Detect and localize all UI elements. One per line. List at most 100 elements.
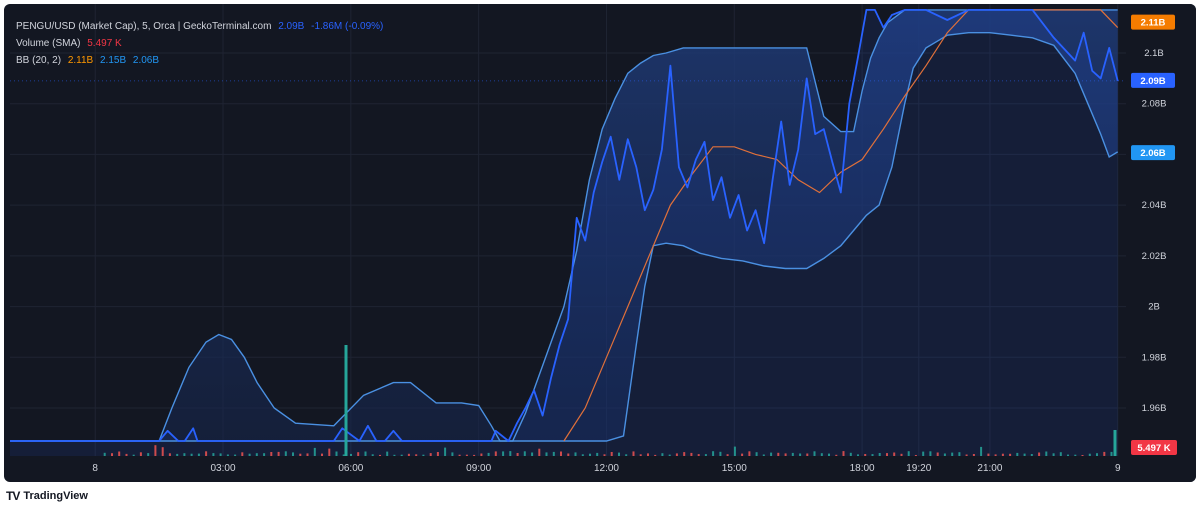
volume-bar [371, 454, 374, 456]
volume-bar [972, 454, 975, 456]
price-chart[interactable]: 2.1B 2.08B 2.06B 2.04B 2.02B 2B 1.98B 1.96B 8 03:… [4, 4, 1196, 482]
bb-lower-price-badge [1131, 145, 1175, 161]
volume-bar [791, 452, 794, 456]
volume-bar [212, 453, 215, 456]
volume-bar [1096, 453, 1098, 456]
bb-band-fill [10, 9, 1118, 442]
y-tick-label: 2.04B [1142, 200, 1167, 211]
volume-bar [907, 451, 910, 456]
volume-bar [364, 451, 367, 456]
volume-bar [1030, 454, 1033, 456]
volume-bar [806, 453, 809, 456]
brand-name: TradingView [23, 490, 88, 502]
volume-bar [864, 454, 867, 456]
volume-bar [335, 451, 338, 456]
volume-bar [531, 452, 534, 456]
volume-bar [436, 452, 439, 456]
volume-spike-bar [1113, 430, 1117, 456]
volume-bar [205, 451, 208, 456]
volume-bar [842, 451, 845, 456]
volume-bar [951, 452, 954, 456]
volume-bar [820, 453, 823, 456]
volume-bar [284, 451, 287, 456]
volume-bar [828, 453, 830, 456]
y-tick-label: 2.02B [1142, 251, 1167, 262]
volume-bar [857, 454, 859, 456]
volume-bar [1067, 454, 1069, 456]
x-tick-label: 19:20 [906, 463, 931, 474]
volume-bar [386, 451, 389, 456]
volume-bar [226, 454, 229, 456]
x-tick-label: 9 [1115, 463, 1121, 474]
volume-bar [929, 451, 932, 456]
chart-svg[interactable]: 2.1B 2.08B 2.06B 2.04B 2.02B 2B 1.98B 1.96B 8 03:… [4, 4, 1196, 482]
volume-bar [697, 454, 700, 456]
volume-bar [139, 452, 142, 456]
volume-bar [321, 453, 323, 456]
volume-bar [1052, 453, 1055, 456]
volume-bar [407, 453, 410, 456]
volume-bar [647, 453, 649, 456]
volume-bar [263, 453, 266, 456]
volume-bar [567, 453, 570, 456]
volume-bar [878, 453, 881, 456]
volume-bar [197, 453, 200, 456]
volume-bar [132, 454, 135, 456]
volume-bar [762, 454, 765, 456]
volume-bar [958, 452, 961, 456]
volume-badge [1131, 440, 1177, 455]
volume-bar [560, 451, 562, 456]
volume-bar [893, 452, 896, 456]
y-tick-label: 1.96B [1142, 403, 1167, 414]
legend-bb-row[interactable]: BB (20, 2) 2.11B 2.15B 2.06B [16, 52, 383, 69]
volume-label[interactable]: Volume (SMA) [16, 38, 81, 49]
volume-bar [726, 454, 729, 456]
y-tick-label: 2.08B [1142, 99, 1167, 110]
volume-bar [871, 454, 874, 456]
volume-bar [154, 445, 157, 456]
volume-bar [936, 452, 939, 456]
volume-bar [777, 452, 780, 456]
legend-main-row[interactable]: PENGU/USD (Market Cap), 5, Orca | GeckoT… [16, 18, 383, 35]
volume-bar [632, 451, 635, 456]
volume-bar [328, 448, 331, 456]
symbol-title[interactable]: PENGU/USD (Market Cap), 5, Orca | GeckoT… [16, 21, 272, 32]
volume-bar [494, 451, 497, 456]
legend-volume-row[interactable]: Volume (SMA) 5.497 K [16, 35, 383, 52]
volume-bar [886, 453, 888, 456]
volume-bar [125, 453, 128, 456]
volume-bar [1074, 454, 1077, 456]
volume-bar [987, 453, 990, 456]
volume-bar [480, 453, 483, 456]
x-tick-label: 06:00 [338, 463, 363, 474]
volume-bar [429, 453, 432, 456]
volume-bar [190, 453, 193, 456]
volume-bar [234, 454, 237, 456]
bb-lower-price-badge-text: 2.06B [1140, 148, 1165, 159]
last-price-badge [1131, 72, 1175, 88]
volume-bar [523, 451, 526, 456]
volume-bar [545, 452, 548, 456]
branding[interactable]: TV TradingView [6, 489, 88, 503]
volume-bar [118, 451, 121, 456]
bb-upper-value: 2.15B [99, 55, 127, 66]
bb-label[interactable]: BB (20, 2) [16, 55, 62, 66]
volume-bar [1081, 455, 1084, 456]
price-change: -1.86M (-0.09%) [311, 21, 384, 32]
volume-bar [835, 454, 838, 456]
volume-bar [900, 453, 903, 456]
x-tick-label: 8 [92, 463, 98, 474]
volume-bar [690, 452, 693, 456]
volume-bar [741, 453, 744, 456]
volume-bar [350, 453, 352, 456]
volume-bar [668, 454, 671, 456]
bb-lower-value: 2.06B [132, 55, 160, 66]
x-tick-label: 03:00 [211, 463, 236, 474]
volume-bar [176, 453, 179, 456]
volume-bar [422, 454, 425, 456]
volume-bar [168, 453, 171, 456]
volume-bar [458, 454, 461, 456]
volume-bar [277, 451, 280, 456]
volume-bar [603, 454, 606, 456]
volume-bar [357, 452, 360, 456]
